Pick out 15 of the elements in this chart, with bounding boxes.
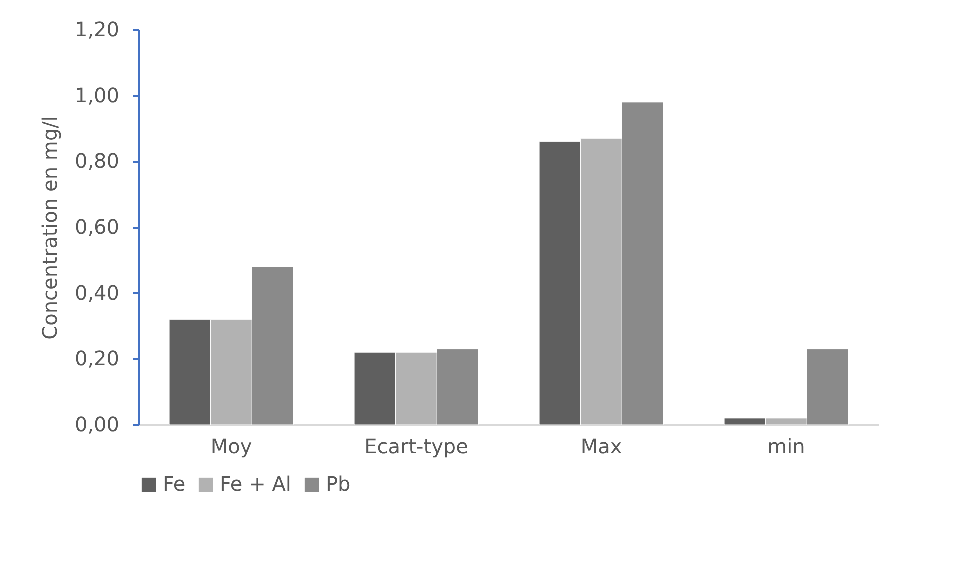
x-tick-label: min [768,434,806,458]
y-tick-label: 0,00 [74,412,120,436]
x-tick-label: Moy [210,434,252,458]
legend-label: Fe + Al [220,472,292,496]
legend-label: Fe [163,472,186,496]
x-tick-label: Max [580,434,622,458]
x-tick-label: Ecart-type [364,434,468,458]
y-tick-label: 0,40 [74,280,120,305]
y-tick-label: 0,20 [74,346,120,371]
y-tick-label: 0,80 [74,149,120,174]
y-tick-label: 1,00 [74,83,120,108]
y-tick-label: 0,60 [74,215,120,239]
y-tick-label: 1,20 [74,18,120,42]
y-axis-title: Concentration en mg/l [38,116,62,340]
legend-label: Pb [326,472,351,496]
